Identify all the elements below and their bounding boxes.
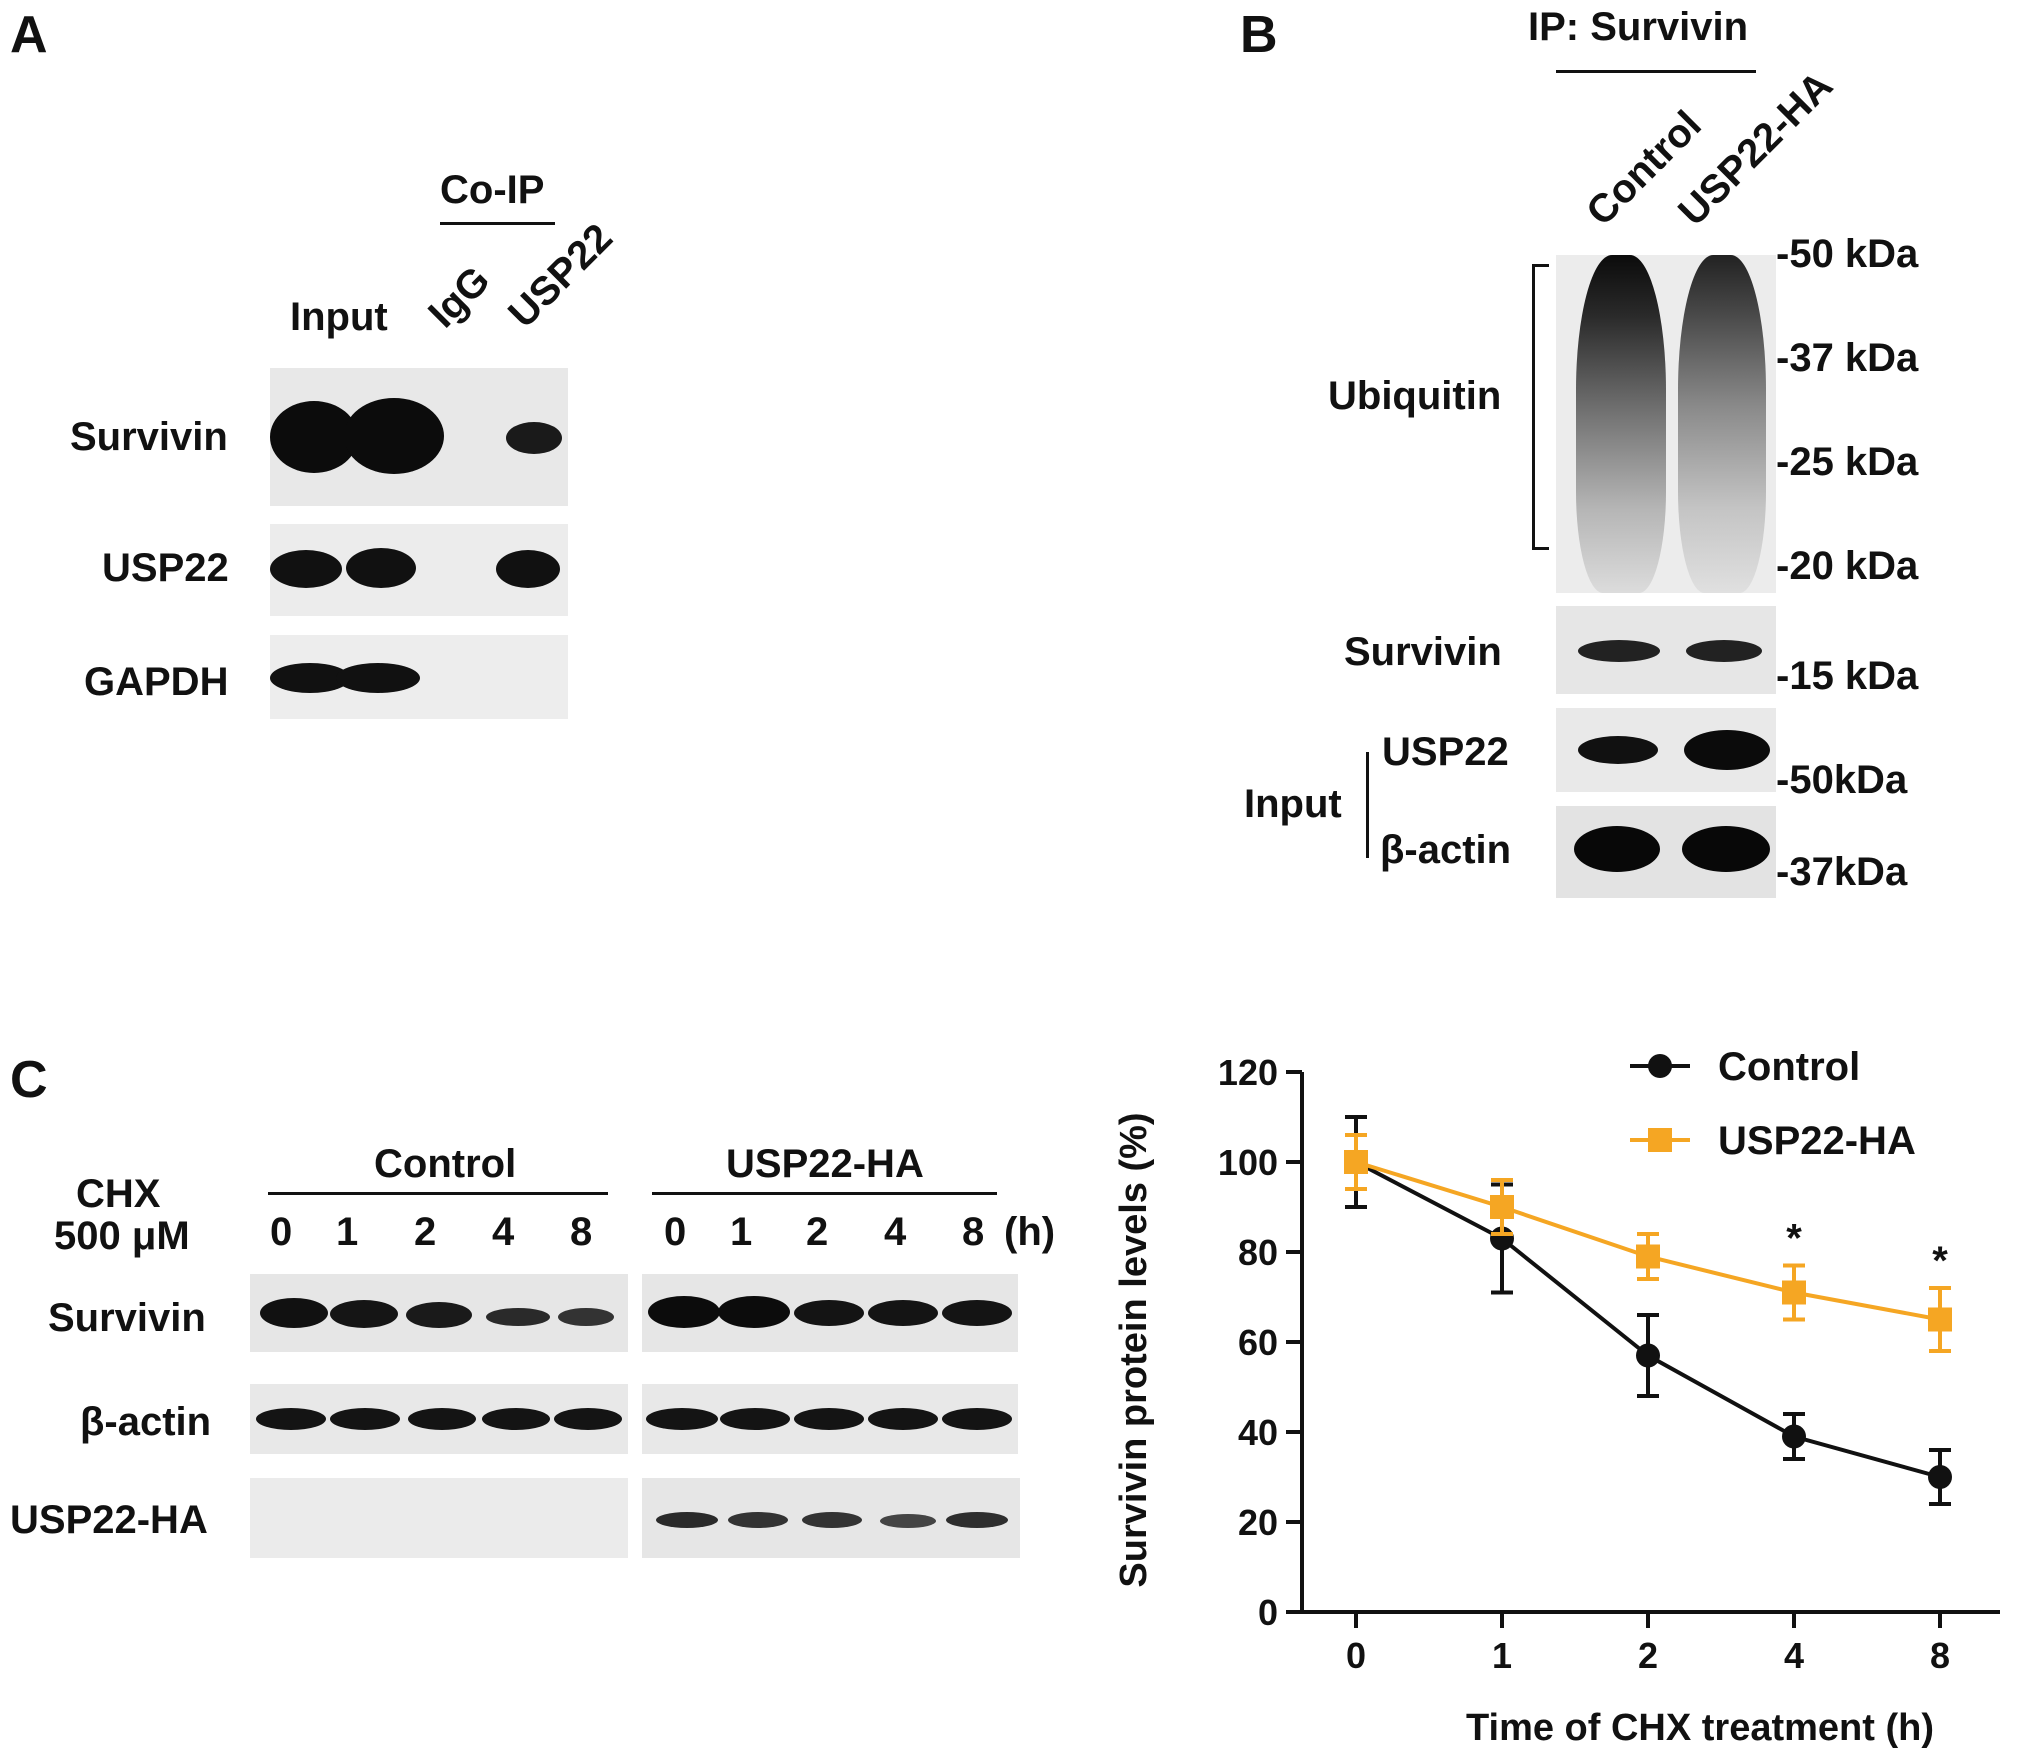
gel-c-actin-usp22 (642, 1384, 1018, 1454)
tp-usp22-1: 1 (730, 1210, 753, 1254)
ip-underline (1556, 70, 1756, 73)
x-tick-label: 8 (1930, 1635, 1950, 1676)
tp-control-8: 8 (570, 1210, 593, 1254)
tp-usp22-8: 8 (962, 1210, 985, 1254)
chart-series: ** (1344, 1115, 1952, 1506)
group-control-underline (268, 1192, 608, 1195)
input-bracket (1366, 752, 1369, 858)
c-usp22ha-label: USP22-HA (10, 1498, 208, 1542)
input-label: Input (1244, 782, 1342, 826)
chx-label: CHX (76, 1172, 161, 1216)
marker-50kda: -50 kDa (1776, 232, 1919, 276)
significance-marker: * (1786, 1217, 1802, 1261)
b-actin-label: β-actin (1380, 828, 1512, 872)
x-tick-label: 4 (1784, 1635, 1804, 1676)
coip-label: Co-IP (440, 168, 545, 212)
legend-label: USP22-HA (1718, 1119, 1916, 1163)
gel-c-usp22ha-usp22 (642, 1478, 1020, 1558)
data-point (1782, 1424, 1806, 1449)
gel-a-survivin (270, 368, 568, 506)
c-actin-label: β-actin (80, 1400, 212, 1444)
b-survivin-label: Survivin (1344, 630, 1502, 674)
legend-marker (1648, 1054, 1672, 1078)
row-usp22-label: USP22 (102, 546, 229, 590)
x-tick-label: 2 (1638, 1635, 1658, 1676)
chart-xlabel: Time of CHX treatment (h) (1466, 1707, 1934, 1749)
marker-50kda-input: -50kDa (1776, 758, 1908, 802)
panel-a-letter: A (10, 6, 48, 64)
tp-control-4: 4 (492, 1210, 515, 1254)
lane-usp22-label: USP22 (500, 215, 621, 337)
data-point (1490, 1195, 1514, 1219)
b-usp22-label: USP22 (1382, 730, 1509, 774)
tp-control-2: 2 (414, 1210, 437, 1254)
chart-ylabel: Survivin protein levels (%) (1113, 1112, 1155, 1587)
ubiquitin-label: Ubiquitin (1328, 374, 1502, 418)
gel-b-usp22 (1556, 708, 1776, 792)
data-point (1928, 1465, 1952, 1489)
chart-axes: 0 20 40 60 80 100 120 0 1 2 4 8 (1218, 1052, 2000, 1676)
y-tick-label: 0 (1258, 1592, 1278, 1633)
gel-c-usp22ha-control (250, 1478, 628, 1558)
marker-25kda: -25 kDa (1776, 440, 1919, 484)
tp-usp22-4: 4 (884, 1210, 907, 1254)
group-usp22-label: USP22-HA (726, 1142, 924, 1186)
x-tick-label: 1 (1492, 1635, 1512, 1676)
y-tick-label: 80 (1238, 1232, 1278, 1273)
y-tick-label: 40 (1238, 1412, 1278, 1453)
ip-label: IP: Survivin (1528, 5, 1749, 49)
gel-b-survivin (1556, 606, 1776, 694)
gel-b-ubiquitin (1556, 255, 1776, 593)
c-survivin-label: Survivin (48, 1296, 206, 1340)
y-tick-label: 100 (1218, 1142, 1278, 1183)
gel-a-gapdh (270, 635, 568, 719)
row-survivin-label: Survivin (70, 415, 228, 459)
survivin-chart: Survivin protein levels (%) Time of CHX … (1113, 1045, 2000, 1749)
y-tick-label: 60 (1238, 1322, 1278, 1363)
lane-usp22ha-label: USP22-HA (1670, 63, 1842, 235)
panel-b-letter: B (1240, 6, 1278, 64)
chart-legend: Control USP22-HA (1630, 1045, 1916, 1163)
lane-igg-label: IgG (420, 258, 499, 337)
marker-37kda-input: -37kDa (1776, 850, 1908, 894)
marker-20kda: -20 kDa (1776, 544, 1919, 588)
coip-underline (440, 222, 555, 225)
ubiquitin-bracket (1532, 264, 1549, 550)
legend-marker (1648, 1128, 1672, 1152)
gel-c-actin-control (250, 1384, 628, 1454)
lane-input-label: Input (290, 295, 388, 339)
chx-dose-label: 500 μM (54, 1214, 190, 1258)
gel-a-usp22 (270, 524, 568, 616)
gel-b-actin (1556, 806, 1776, 898)
tp-usp22-0: 0 (664, 1210, 687, 1254)
data-point (1344, 1150, 1368, 1174)
gel-c-survivin-usp22 (642, 1274, 1018, 1352)
hour-unit: (h) (1004, 1210, 1056, 1254)
data-point (1782, 1280, 1806, 1305)
y-tick-label: 120 (1218, 1052, 1278, 1093)
significance-marker: * (1932, 1239, 1948, 1283)
marker-15kda: -15 kDa (1776, 654, 1919, 698)
x-tick-label: 0 (1346, 1635, 1366, 1676)
legend-label: Control (1718, 1045, 1860, 1089)
panel-c-letter: C (10, 1051, 48, 1109)
gel-c-survivin-control (250, 1274, 628, 1352)
tp-usp22-2: 2 (806, 1210, 829, 1254)
data-point (1636, 1343, 1660, 1368)
tp-control-0: 0 (270, 1210, 293, 1254)
marker-37kda: -37 kDa (1776, 336, 1919, 380)
data-point (1636, 1244, 1660, 1269)
group-usp22-underline (652, 1192, 997, 1195)
tp-control-1: 1 (336, 1210, 359, 1254)
group-control-label: Control (374, 1142, 517, 1186)
data-point (1928, 1307, 1952, 1332)
row-gapdh-label: GAPDH (84, 660, 229, 704)
y-tick-label: 20 (1238, 1502, 1278, 1543)
